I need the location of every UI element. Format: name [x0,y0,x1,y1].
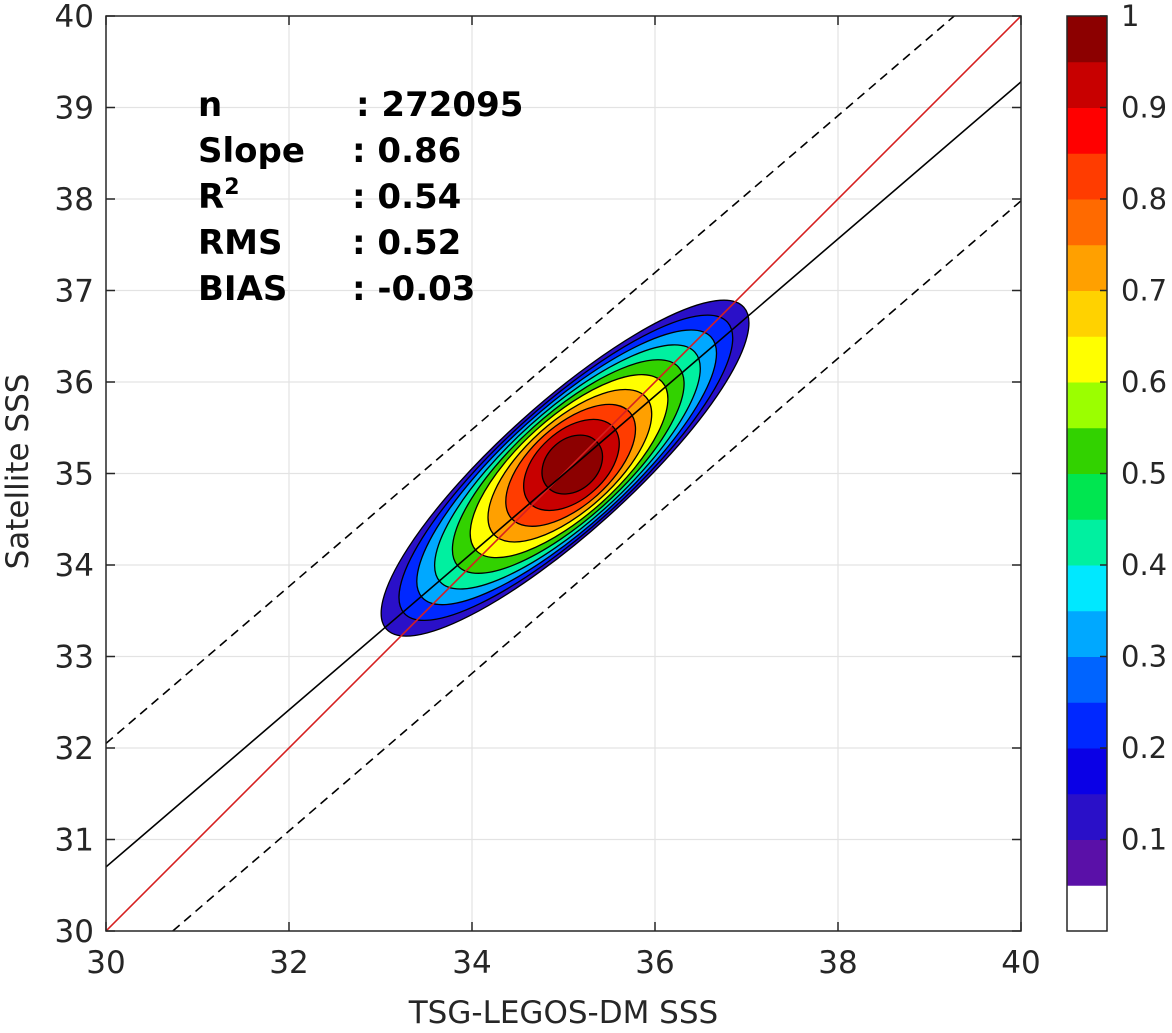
x-tick-label: 40 [1001,945,1040,981]
y-axis: 30 31 32 33 34 35 36 37 38 39 40 [55,0,1021,950]
colorbar-tick-label: 0.5 [1121,457,1167,491]
y-tick-label: 33 [55,640,94,676]
stat-label: Slope [198,131,305,171]
colorbar-tick-label: 0.4 [1121,548,1167,582]
y-tick-label: 31 [55,823,94,859]
reference-lines [106,16,1021,931]
colorbar-segment [1067,199,1107,246]
y-axis-title: Satellite SSS [0,374,36,570]
colorbar-segment [1067,290,1107,337]
stat-label-superscript: 2 [224,175,239,200]
colorbar-segment [1067,885,1107,932]
colorbar-segment [1067,839,1107,886]
x-tick-label: 34 [452,945,491,981]
y-tick-label: 37 [55,274,94,310]
colorbar-segment [1067,382,1107,429]
y-tick-label: 36 [55,365,94,401]
lower-bound-line [172,200,1021,931]
colorbar-tick-label: 0.7 [1121,274,1167,308]
colorbar-segment [1067,153,1107,200]
x-tick-label: 30 [86,945,125,981]
colorbar-segment [1067,656,1107,703]
colorbar-segment [1067,107,1107,154]
x-tick-label: 36 [635,945,674,981]
colorbar-segment [1067,61,1107,108]
y-tick-label: 30 [55,914,94,950]
colorbar-segment [1067,473,1107,520]
regression-line [106,81,1021,868]
colorbar-tick-label: 0.6 [1121,365,1167,399]
y-tick-label: 34 [55,548,94,584]
y-tick-label: 38 [55,182,94,218]
colorbar-segment [1067,748,1107,795]
colorbar-segment [1067,244,1107,291]
stat-label: n [198,85,222,125]
x-tick-label: 32 [269,945,308,981]
upper-bound-line [106,16,955,745]
colorbar-segment [1067,610,1107,657]
stat-value: : 0.86 [352,131,461,171]
stat-value: : 272095 [356,85,523,125]
stat-label: BIAS [198,269,287,309]
x-axis: 30 32 34 36 38 40 [86,16,1041,981]
colorbar: 0.1 0.2 0.3 0.4 0.5 0.6 0.7 0.8 0.9 1 [1066,0,1167,932]
y-tick-label: 35 [55,457,94,493]
colorbar-segment [1067,519,1107,566]
colorbar-tick-label: 0.3 [1121,640,1167,674]
colorbar-tick-label: 1 [1121,0,1139,33]
x-tick-label: 38 [818,945,857,981]
colorbar-tick-label: 0.8 [1121,182,1167,216]
stat-value: : 0.54 [352,177,461,217]
colorbar-tick-label: 0.9 [1121,91,1167,125]
colorbar-segment [1067,793,1107,840]
x-axis-title: TSG-LEGOS-DM SSS [408,995,718,1028]
colorbar-segment [1067,16,1107,63]
colorbar-segment [1067,565,1107,612]
colorbar-segment [1067,336,1107,383]
colorbar-tick-label: 0.1 [1121,823,1167,857]
colorbar-segment [1067,702,1107,749]
stat-value: : 0.52 [352,223,461,263]
y-tick-label: 39 [55,91,94,127]
colorbar-segment [1067,427,1107,474]
colorbar-tick-label: 0.2 [1121,731,1167,765]
stat-label: RMS [198,223,283,263]
stat-value: : -0.03 [352,269,475,309]
y-tick-label: 32 [55,731,94,767]
y-tick-label: 40 [55,0,94,35]
